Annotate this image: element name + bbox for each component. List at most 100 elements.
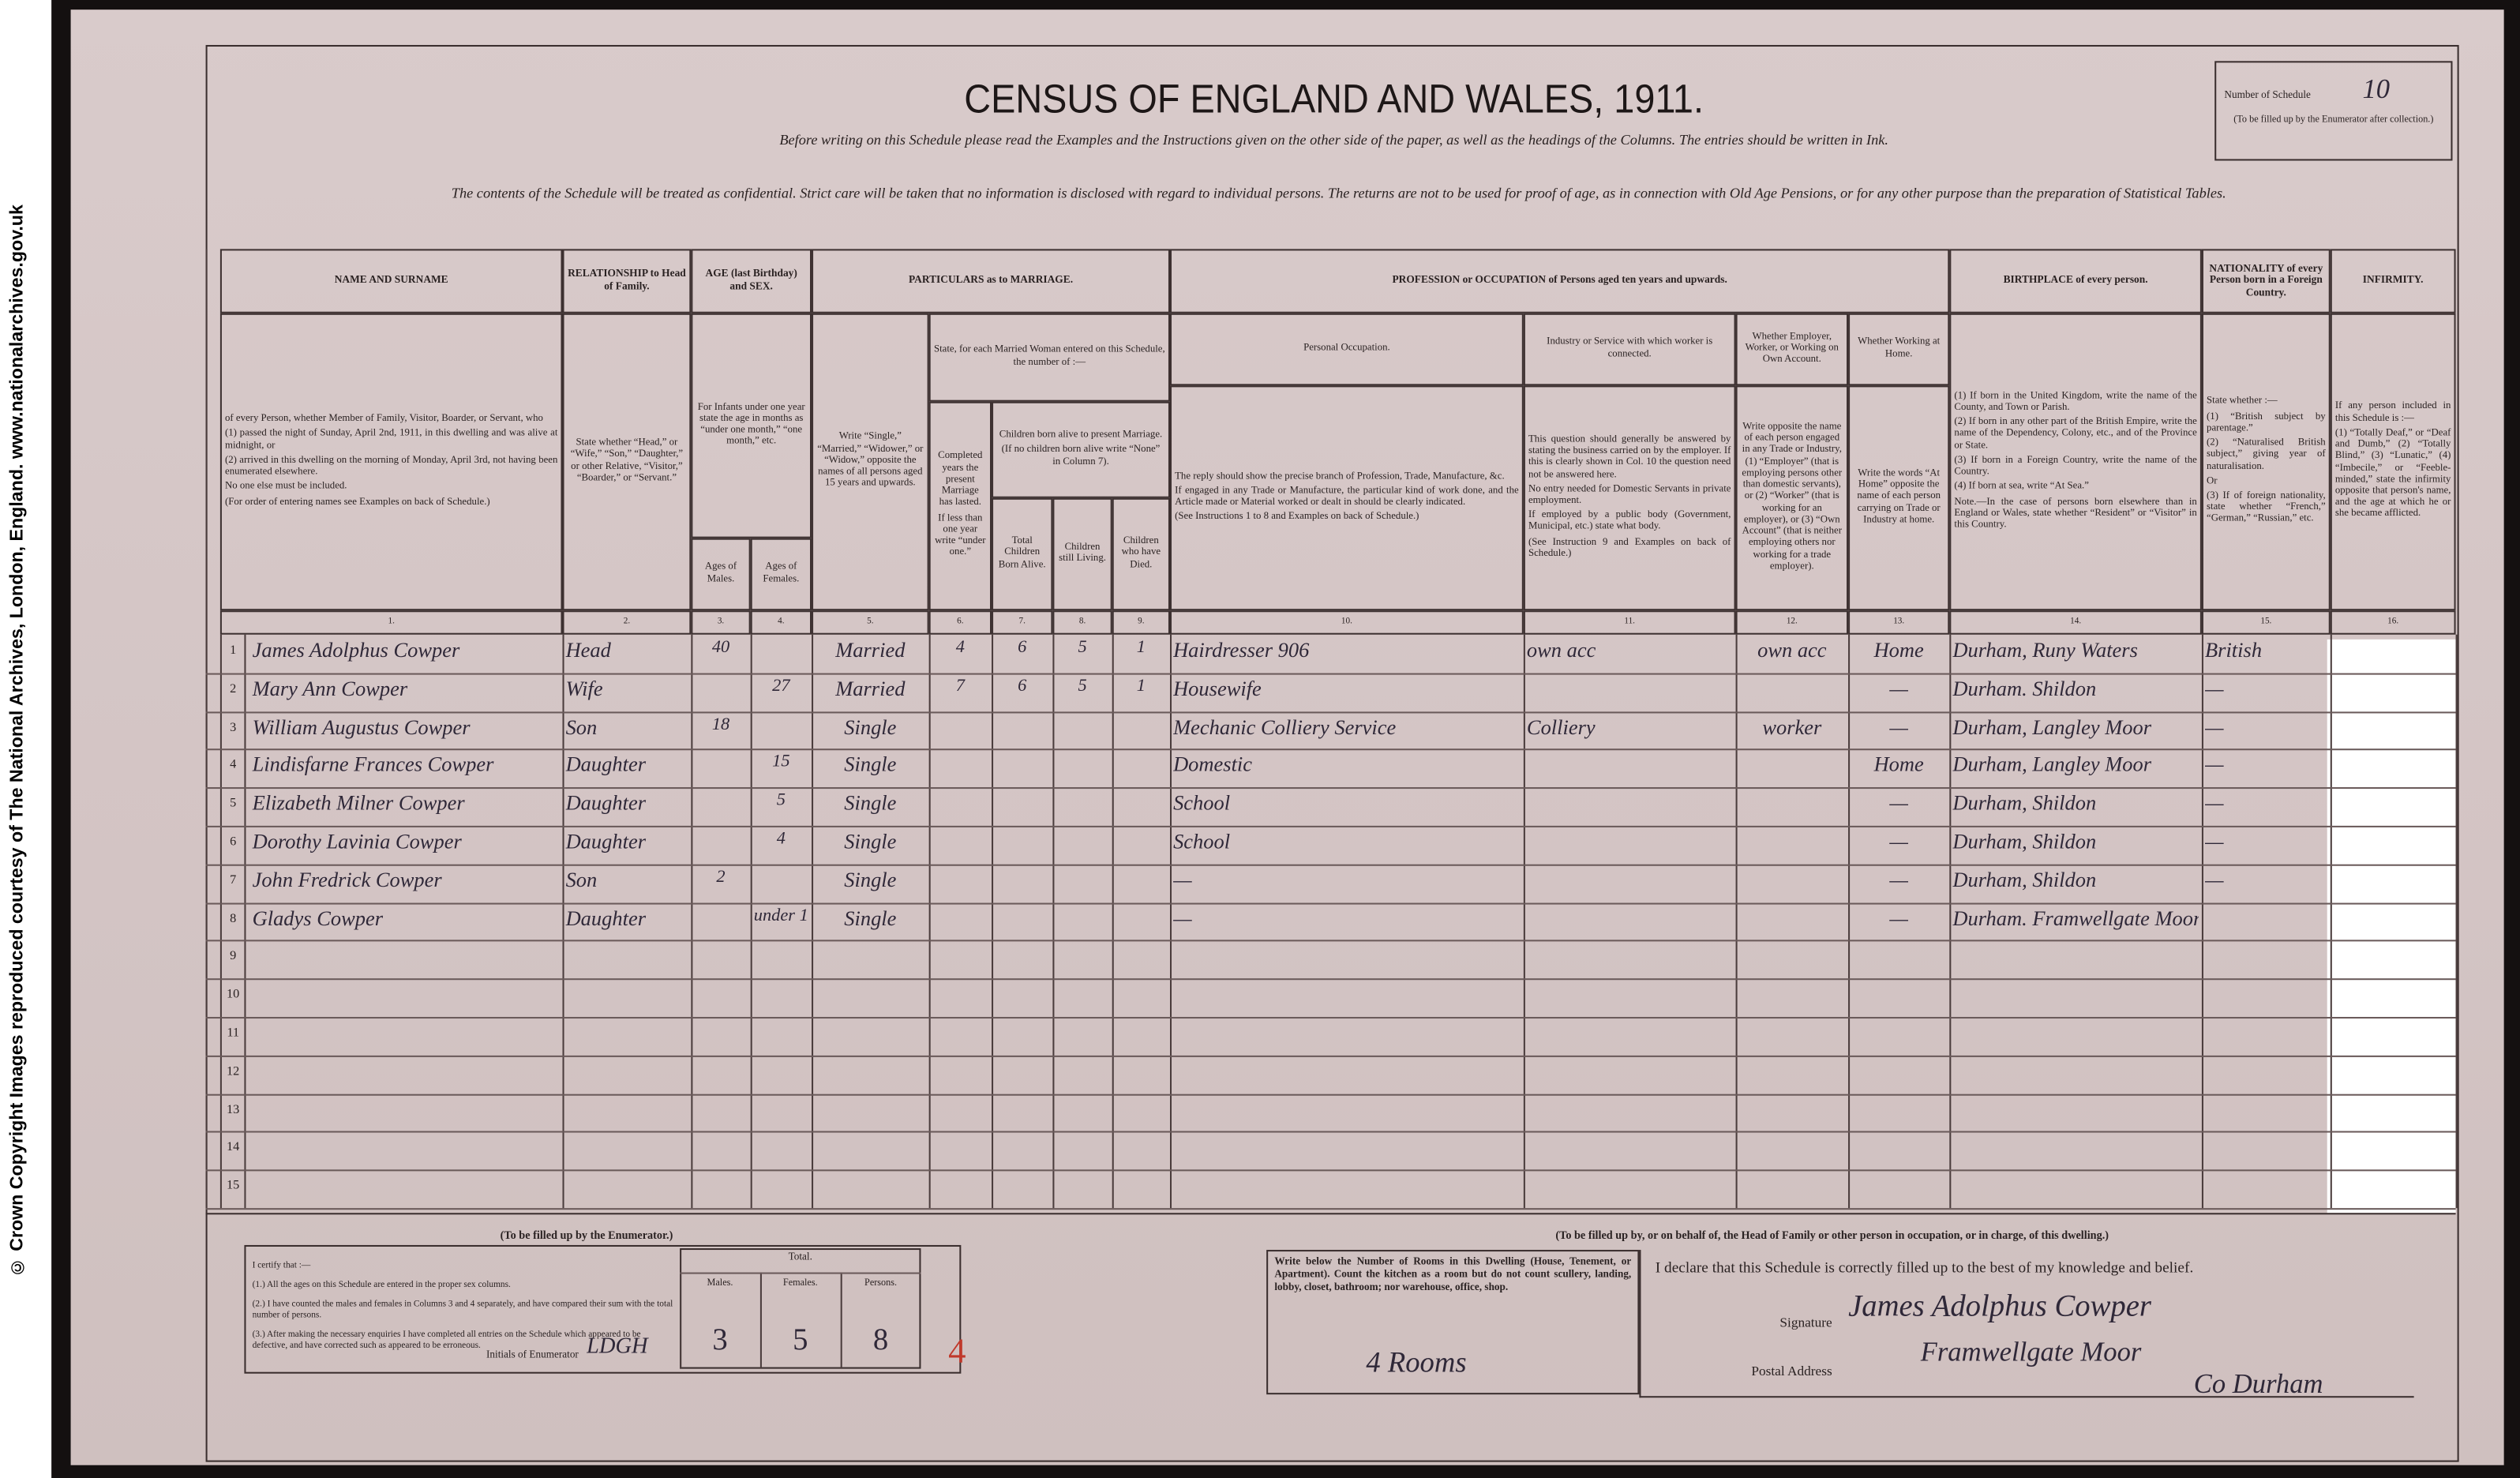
total-column-label: Males. [707,1278,733,1289]
entry: Colliery [1526,714,1596,739]
paragraph: Personal Occupation. [1303,342,1390,354]
column-description: State whether :— (1) “British subject by … [2201,313,2331,611]
column-description: For Infants under one year state the age… [691,313,812,538]
paragraph: State whether :— [2207,396,2278,407]
schedule-box [2214,61,2453,161]
entry: 1 [1136,676,1146,696]
entry: Mary Ann Cowper [252,676,408,700]
column-rule [1052,634,1055,1209]
total-value: 5 [793,1323,808,1358]
entry: 27 [772,676,790,696]
column-description: Write the words “At Home” opposite the n… [1848,385,1950,611]
entry: 4 [955,637,965,658]
entry: Single [844,714,897,739]
entry: Durham. Shildon [1952,676,2097,700]
column-rule [1112,634,1114,1209]
entry: Durham, Shildon [1952,790,2097,816]
paragraph: (2.) I have counted the males and female… [252,1300,673,1321]
declaration-box [1639,1250,2414,1398]
paragraph: If any person included in this Schedule … [2334,400,2451,424]
row-rule [205,978,2456,981]
row-rule [205,711,2456,713]
rooms-instruction: Write below the Number of Rooms in this … [1274,1256,1632,1294]
row-number: 1 [230,642,237,658]
paragraph: Industry or Service with which worker is… [1547,336,1713,359]
entry: Hairdresser 906 [1173,637,1310,662]
column-description: Children still Living. [1052,497,1112,611]
column-description: Whether Working at Home. [1848,313,1950,386]
entry: 1 [1136,637,1146,658]
paragraph: (3.) After making the necessary enquirie… [252,1330,641,1352]
column-number: 15. [2201,610,2331,635]
column-description: Personal Occupation. [1169,313,1524,386]
total-value: 8 [872,1323,889,1358]
row-rule [205,1131,2456,1134]
address-line: Framwellgate Moor [1920,1336,2142,1367]
instruction: Before writing on this Schedule please r… [779,131,1888,148]
paragraph: If engaged in any Trade or Manufacture, … [1175,485,1519,508]
column-rule [1169,634,1172,1209]
column-rule [1523,634,1525,1209]
column-heading: AGE (last Birthday) and SEX. [691,249,812,313]
column-description: Ages of Males. [691,538,751,611]
paragraph: Total Children Born Alive. [998,535,1046,570]
paragraph: If employed by a public body (Government… [1528,509,1731,533]
column-description: of every Person, whether Member of Famil… [219,313,563,611]
paragraph: (1.) All the ages on this Schedule are e… [252,1280,511,1290]
entry: Daughter [565,828,647,853]
column-description: Completed years the present Marriage has… [928,401,992,611]
redaction [2327,639,2456,1214]
entry: worker [1762,714,1822,739]
row-number-rule [244,634,246,1209]
red-mark: 4 [948,1330,966,1371]
rooms-box [1266,1250,1640,1395]
table-left-rule [205,249,208,1209]
column-heading: NATIONALITY of every Person born in a Fo… [2201,249,2331,313]
column-heading: RELATIONSHIP to Head of Family. [562,249,692,313]
paragraph: This question should generally be answer… [1528,433,1731,480]
entry: — [1889,905,1908,930]
row-rule [205,1093,2456,1095]
paragraph: No entry needed for Domestic Servants in… [1528,482,1731,506]
total-value: 3 [712,1323,728,1358]
column-number: 12. [1735,610,1849,635]
paragraph: Children who have Died. [1121,535,1161,570]
totals-rule [759,1272,762,1369]
paper [70,9,2504,1465]
paragraph: Write the words “At Home” opposite the n… [1857,467,1941,526]
schedule-label: Number of Schedule [2224,89,2311,102]
totals-rule [680,1272,682,1369]
entry: — [1889,867,1908,891]
column-description: State whether “Head,” or “Wife,” “Son,” … [562,313,692,611]
total-column-label: Persons. [864,1278,898,1289]
paragraph: Whether Working at Home. [1858,336,1941,359]
entry: — [2204,752,2224,777]
row-number: 8 [230,910,237,925]
row-rule [205,1208,2456,1210]
paragraph: (3) If born in a Foreign Country, write … [1954,454,2197,478]
paragraph: The reply should show the precise branch… [1175,470,1505,482]
entry: 18 [711,714,730,734]
entry: — [2204,714,2224,739]
column-description: (1) If born in the United Kingdom, write… [1949,313,2202,611]
entry: Elizabeth Milner Cowper [252,790,465,816]
entry: 7 [955,676,965,696]
entry: — [2204,676,2224,700]
confidential-note: The contents of the Schedule will be tre… [451,184,2226,201]
entry: — [1173,905,1192,930]
paragraph: Write “Single,” “Married,” “Widower,” or… [817,431,924,490]
paragraph: Note.—In the case of persons born elsewh… [1954,495,2197,531]
entry: Housewife [1173,676,1262,700]
column-rule [2330,634,2332,1209]
column-rule [928,634,931,1209]
entry: John Fredrick Cowper [252,867,442,891]
entry: British [2204,637,2263,662]
totals-rule [840,1272,842,1369]
entry: Head [565,637,611,662]
column-number: 6. [928,610,992,635]
paragraph: (For order of entering names see Example… [224,495,490,508]
entry: Durham. Framwellgate Moor [1952,905,2199,930]
column-description: Total Children Born Alive. [992,497,1053,611]
row-number: 14 [227,1139,240,1154]
column-number: 9. [1112,610,1170,635]
